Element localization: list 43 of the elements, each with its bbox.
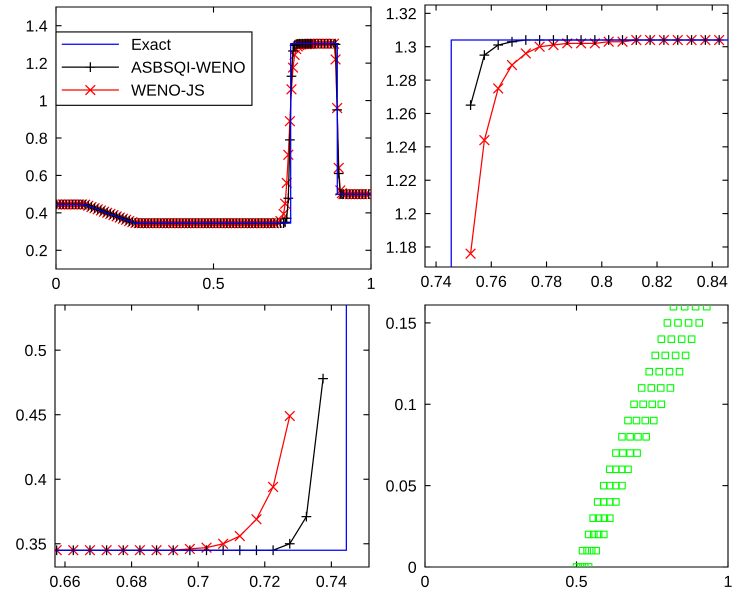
x-tick-label: 0.76	[476, 276, 506, 288]
y-tick-label: 1.26	[386, 108, 416, 120]
y-tick-label: 1.24	[386, 141, 416, 153]
x-tick-label: 0.78	[532, 276, 562, 288]
y-tick-label: 1.22	[386, 174, 416, 186]
y-tick-label: 0.35	[16, 538, 46, 550]
y-tick-label: 1.2	[396, 208, 416, 220]
x-tick-label: 0.5	[203, 278, 224, 290]
y-tick-label: 0.05	[386, 480, 416, 492]
y-tick-label: 0.15	[386, 318, 416, 329]
legend-label: ASBSQI-WENO	[131, 62, 245, 76]
x-tick-label: 0.68	[116, 576, 146, 588]
y-tick-label: 0.45	[16, 409, 46, 421]
x-tick-label: 0	[52, 278, 60, 290]
y-tick-label: 0.6	[26, 170, 47, 182]
y-tick-label: 0.4	[26, 207, 48, 219]
y-tick-label: 1.32	[386, 8, 416, 20]
x-tick-label: 0.66	[50, 576, 80, 588]
x-tick-label: 0.7	[188, 576, 208, 588]
y-tick-label: 1.3	[396, 41, 416, 53]
x-tick-label: 0.72	[250, 576, 280, 588]
y-tick-label: 0.2	[26, 244, 47, 256]
x-tick-label: 1	[724, 576, 732, 587]
y-tick-label: 1	[40, 95, 47, 106]
x-tick-label: 0.84	[697, 276, 728, 288]
x-tick-label: 0.8	[591, 276, 612, 288]
y-tick-label: 0.4	[25, 474, 46, 486]
y-tick-label: 0	[408, 562, 416, 573]
y-tick-label: 0.8	[26, 132, 47, 144]
x-tick-label: 0.5	[566, 576, 587, 588]
y-tick-label: 0.1	[395, 398, 416, 410]
x-tick-label: 0	[421, 576, 429, 588]
y-tick-label: 1.18	[386, 242, 416, 253]
legend-label: WENO-JS	[131, 84, 204, 96]
x-tick-label: 0.74	[421, 276, 452, 288]
y-tick-label: 1.2	[26, 58, 47, 69]
x-tick-label: 0.82	[642, 276, 672, 288]
x-tick-label: 1	[368, 278, 375, 289]
legend-label: Exact	[132, 38, 171, 50]
y-tick-label: 0.5	[25, 344, 46, 356]
x-tick-label: 0.74	[316, 576, 346, 588]
y-tick-label: 1.28	[386, 74, 416, 86]
y-tick-label: 1.4	[26, 20, 48, 32]
